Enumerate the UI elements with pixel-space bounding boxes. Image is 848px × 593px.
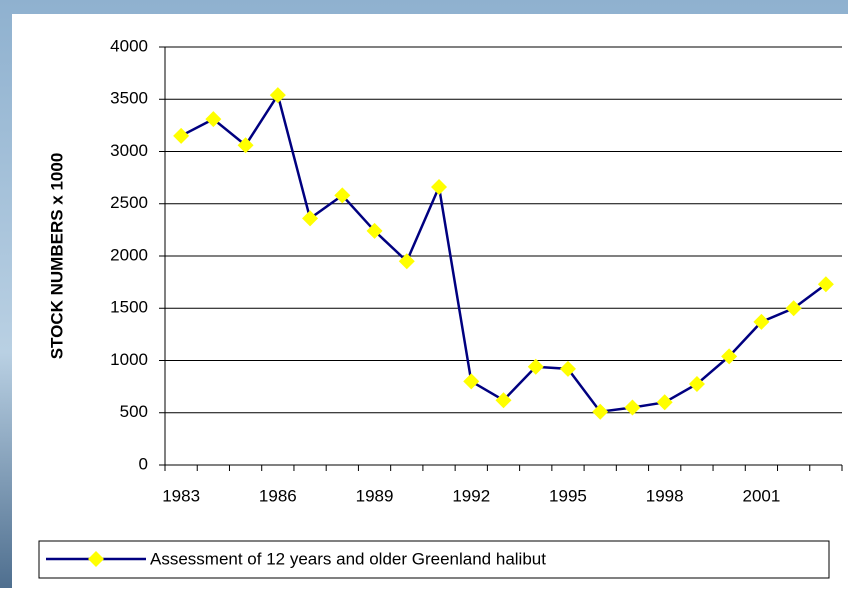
y-tick-label: 0 [139,454,148,473]
y-tick-label: 1500 [110,298,148,317]
chart: STOCK NUMBERS x 1000 0 500 1000 1500 2000 250… [0,0,848,588]
y-tick-label: 3500 [110,89,148,108]
x-tick-label: 1995 [549,486,587,505]
x-tick-label: 1983 [162,486,200,505]
x-tick-label: 1989 [356,486,394,505]
y-tick-label: 1000 [110,350,148,369]
y-tick-label: 4000 [110,36,148,55]
y-axis-label: STOCK NUMBERS x 1000 [47,153,66,360]
y-tick-label: 3000 [110,141,148,160]
legend-label: Assessment of 12 years and older Greenla… [150,549,546,568]
x-tick-label: 1998 [646,486,684,505]
x-tick-label: 1992 [452,486,490,505]
x-tick-label: 2001 [742,486,780,505]
x-tick-label: 1986 [259,486,297,505]
y-tick-label: 2000 [110,245,148,264]
y-tick-label: 500 [120,402,148,421]
y-tick-label: 2500 [110,193,148,212]
